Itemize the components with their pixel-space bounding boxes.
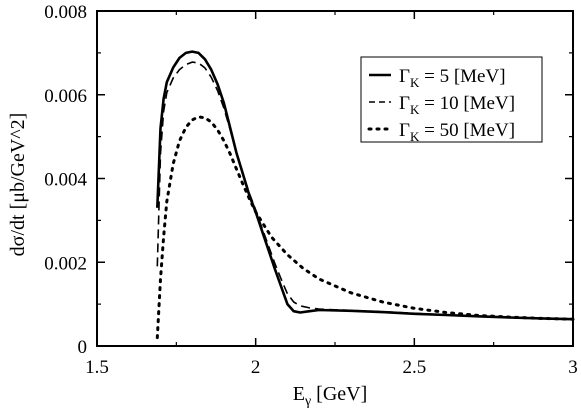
x-tick-label: 1.5 <box>85 357 109 378</box>
legend-label-3: ΓK = 50 [MeV] <box>399 120 515 144</box>
legend-box <box>360 56 543 143</box>
x-tick-label: 2 <box>251 357 261 378</box>
y-tick-label: 0.006 <box>44 86 87 107</box>
legend-label-2: ΓK = 10 [MeV] <box>399 93 515 117</box>
x-tick-label: 3 <box>568 357 578 378</box>
x-tick-label: 2.5 <box>402 357 426 378</box>
legend-label-1: ΓK = 5 [MeV] <box>399 66 506 90</box>
y-tick-label: 0.004 <box>44 170 87 191</box>
y-tick-label: 0.008 <box>44 2 87 23</box>
series-lines <box>155 50 575 340</box>
y-axis-label: dσ/dt [μb/GeV^2] <box>7 113 29 257</box>
x-axis-label: Eγ [GeV] <box>293 383 368 409</box>
axis-ticks <box>96 10 574 347</box>
axis-tick-labels: 1.5 2 2.5 3 0 0.002 0.004 0.006 0.008 <box>44 2 578 378</box>
legend: ΓK = 5 [MeV] ΓK = 10 [MeV] ΓK = 50 [MeV] <box>360 56 543 144</box>
y-tick-label: 0.002 <box>44 253 87 274</box>
series-line-3 <box>155 115 575 340</box>
y-tick-label: 0 <box>78 337 88 358</box>
